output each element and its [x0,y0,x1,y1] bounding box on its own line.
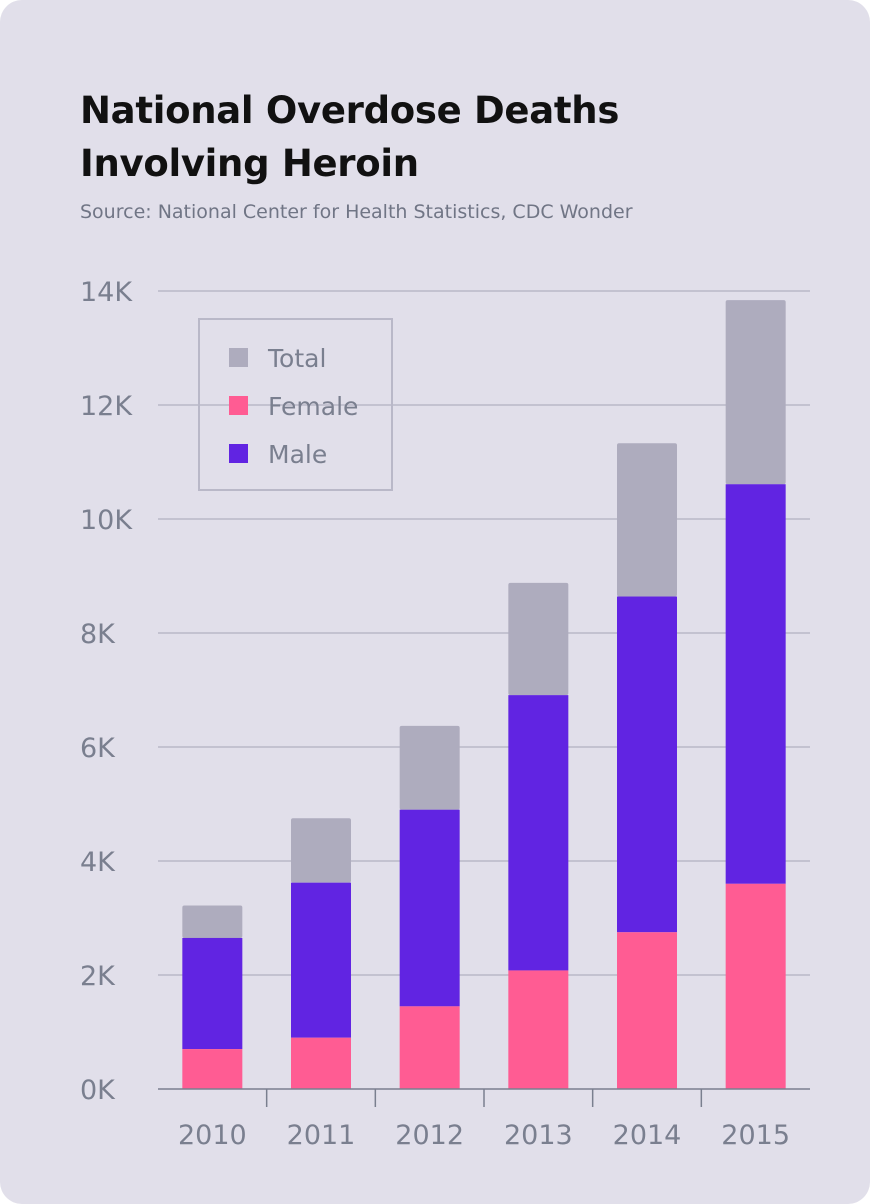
legend-label-female: Female [268,392,358,421]
bar-total-2011 [291,818,351,883]
bar-female-2011 [291,1037,351,1089]
gridlines [158,290,810,976]
bar-male-2015 [725,484,786,884]
bar-female-2010 [182,1049,243,1089]
bar-female-2013 [508,970,569,1089]
y-tick-label: 12K [80,391,133,422]
y-tick-label: 14K [80,277,133,308]
bar-total-2010 [182,905,243,938]
bar-male-2010 [182,937,243,1050]
legend-label-total: Total [267,344,326,373]
bar-total-2015 [725,300,786,485]
legend-swatch-female [229,396,248,415]
x-tick-label: 2010 [178,1120,247,1151]
y-tick-label: 8K [80,619,116,650]
x-tick-label: 2012 [395,1120,464,1151]
legend-box [198,318,393,491]
x-tick-label: 2013 [504,1120,573,1151]
y-tick-label: 4K [80,847,116,878]
bar-female-2014 [617,932,677,1089]
legend: Total Female Male [198,318,393,491]
bar-total-2013 [508,582,569,696]
chart-title: National Overdose Deaths Involving Heroi… [80,89,620,185]
bar-female-2012 [399,1006,460,1089]
x-tick-label: 2014 [613,1120,682,1151]
y-tick-label: 0K [80,1075,116,1106]
bar-total-2012 [399,725,460,810]
bar-male-2013 [508,695,569,971]
legend-swatch-total [229,348,248,367]
chart-subtitle: Source: National Center for Health Stati… [80,201,633,223]
y-tick-label: 2K [80,961,116,992]
y-tick-label: 6K [80,733,116,764]
bar-female-2015 [725,883,786,1089]
x-tick-label: 2015 [721,1120,790,1151]
y-tick-label: 10K [80,505,133,536]
legend-label-male: Male [268,440,327,469]
legend-swatch-male [229,444,248,463]
x-tick-label: 2011 [287,1120,356,1151]
bar-male-2014 [617,596,677,933]
bar-total-2014 [617,443,677,597]
bar-male-2011 [291,882,351,1038]
axes: 0K 2K 4K 6K 8K 10K 12K 14K 2010 2011 2012 2013 2014 2… [80,277,810,1151]
bars [182,300,786,1089]
bar-male-2012 [399,809,460,1007]
